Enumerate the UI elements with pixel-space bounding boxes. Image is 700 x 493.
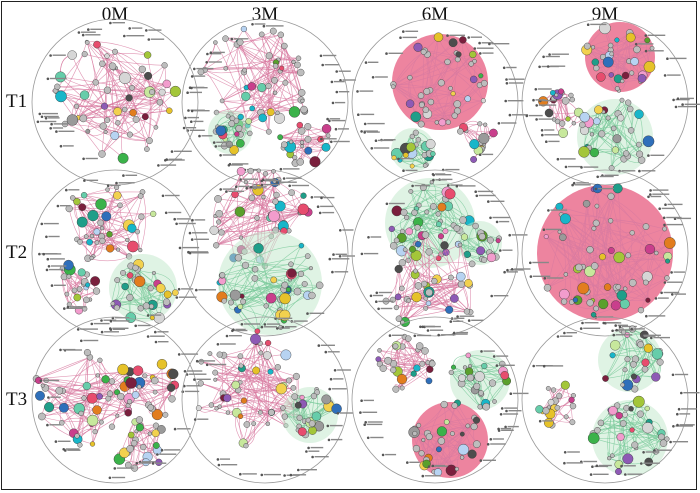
panel-boundary xyxy=(181,169,349,337)
node-group xyxy=(543,183,676,318)
panel-boundary xyxy=(181,18,349,186)
node-group xyxy=(113,416,166,472)
node-group xyxy=(390,32,488,128)
node-group xyxy=(390,129,436,169)
network-panel-t2-6m xyxy=(351,169,531,337)
network-panel-t1-3m xyxy=(181,18,356,186)
network-panel-t1-9m xyxy=(521,18,700,186)
row-label-t2: T2 xyxy=(6,242,28,263)
peripheral-nodes xyxy=(190,23,356,172)
network-panel-t2-3m xyxy=(181,167,355,337)
negative-module xyxy=(282,387,338,443)
node-group xyxy=(388,180,475,264)
node-group xyxy=(216,242,324,335)
node-group xyxy=(535,380,577,429)
node-group xyxy=(123,359,180,421)
node-group xyxy=(602,325,664,393)
network-panel-t3-6m xyxy=(351,316,529,484)
node-group xyxy=(52,39,181,164)
peripheral-nodes xyxy=(36,21,205,167)
node-group xyxy=(408,399,481,477)
column-label-0m: 0M xyxy=(101,4,129,25)
peripheral-nodes xyxy=(356,30,529,177)
peripheral-nodes xyxy=(532,327,700,476)
panel-boundary xyxy=(351,169,519,337)
panel-boundary xyxy=(521,169,689,337)
node-group xyxy=(448,352,511,411)
network-panel-t1-0m xyxy=(31,18,205,186)
peripheral-nodes xyxy=(39,319,207,480)
network-panel-t3-9m xyxy=(521,316,700,484)
peripheral-nodes xyxy=(360,173,531,332)
network-panel-t3-3m xyxy=(181,316,354,484)
node-group xyxy=(375,333,436,393)
column-label-9m: 9M xyxy=(591,4,619,25)
panel-boundary xyxy=(521,316,689,484)
row-label-t1: T1 xyxy=(6,91,28,112)
network-panel-t2-0m xyxy=(31,169,209,337)
panel-boundary xyxy=(181,316,349,484)
node-group xyxy=(382,231,476,327)
panel-boundary xyxy=(351,316,519,484)
network-panel-t2-9m xyxy=(521,169,692,337)
row-label-t3: T3 xyxy=(6,389,28,410)
node-group xyxy=(578,97,655,172)
peripheral-nodes xyxy=(525,23,700,177)
node-group xyxy=(59,259,101,315)
node-group xyxy=(581,22,656,93)
network-panel-t3-0m xyxy=(31,316,207,484)
node-group xyxy=(277,121,332,168)
peripheral-nodes xyxy=(359,325,529,478)
column-label-6m: 6M xyxy=(421,4,449,25)
peripheral-nodes xyxy=(187,177,355,330)
peripheral-nodes xyxy=(193,323,354,477)
node-group xyxy=(32,349,135,448)
panel-boundary xyxy=(31,316,199,484)
node-group xyxy=(280,387,342,439)
network-panel-t1-6m xyxy=(351,18,529,186)
node-group xyxy=(457,121,498,163)
column-label-3m: 3M xyxy=(251,4,279,25)
